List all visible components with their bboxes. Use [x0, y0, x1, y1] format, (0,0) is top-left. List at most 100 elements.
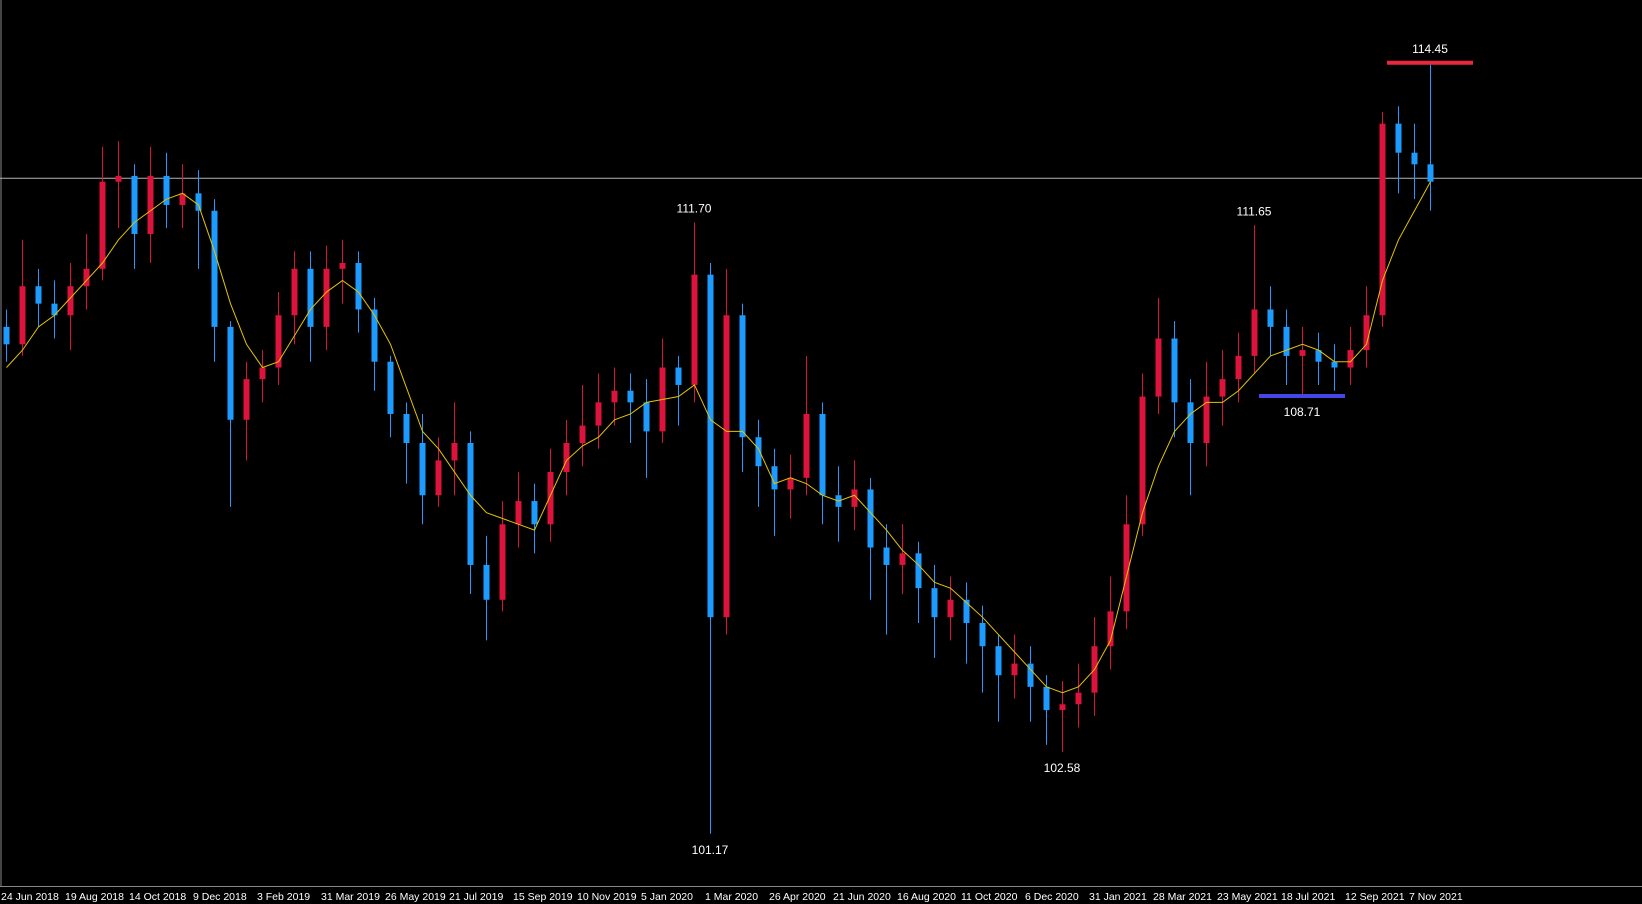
x-tick-label: 14 Oct 2018 — [129, 891, 186, 903]
moving-average — [6, 181, 1431, 694]
candle-body — [19, 286, 26, 345]
candle-body — [163, 175, 170, 205]
x-tick-label: 16 Aug 2020 — [897, 891, 956, 903]
candle-body — [1027, 663, 1034, 687]
candle-body — [435, 460, 442, 496]
x-tick-label: 31 Mar 2019 — [321, 891, 380, 903]
low-label: 108.71 — [1284, 405, 1321, 419]
x-tick-label: 11 Oct 2020 — [961, 891, 1018, 903]
candle-body — [1331, 361, 1338, 368]
candle-body — [531, 501, 538, 525]
candle-body — [467, 443, 474, 565]
x-tick-label: 6 Dec 2020 — [1025, 891, 1079, 903]
x-tick-label: 28 Mar 2021 — [1153, 891, 1212, 903]
candle-body — [867, 489, 874, 548]
candle-body — [771, 466, 778, 490]
x-tick-label: 10 Nov 2019 — [577, 891, 637, 903]
candle-body — [1123, 524, 1130, 612]
candle-body — [1139, 396, 1146, 525]
candle-body — [1283, 326, 1290, 356]
candle-body — [963, 599, 970, 623]
candle-body — [307, 268, 314, 327]
candle-body — [1043, 686, 1050, 711]
candle-body — [147, 175, 154, 234]
candle-body — [275, 315, 282, 368]
candle-body — [563, 443, 570, 473]
candle-body — [979, 622, 986, 647]
candle-body — [323, 268, 330, 327]
candle-body — [243, 379, 250, 420]
candle-body — [707, 274, 714, 618]
candle-body — [291, 268, 298, 316]
candle-body — [1075, 692, 1082, 705]
candle-body — [1171, 338, 1178, 403]
candle-body — [627, 390, 634, 403]
candle-body — [99, 181, 106, 269]
x-tick-label: 21 Jul 2019 — [449, 891, 503, 903]
candle-body — [643, 402, 650, 432]
candle-body — [1411, 152, 1418, 165]
candle-body — [483, 564, 490, 600]
candle-body — [851, 489, 858, 507]
candle-body — [1155, 338, 1162, 397]
candle-body — [499, 524, 506, 600]
candle-body — [595, 402, 602, 426]
high-label: 111.65 — [1237, 204, 1272, 218]
high-label: 114.45 — [1412, 42, 1448, 56]
candle-body — [355, 263, 362, 310]
candle-body — [915, 553, 922, 589]
x-tick-label: 26 May 2019 — [385, 891, 446, 903]
candle-body — [1427, 164, 1434, 182]
candle-body — [1251, 309, 1258, 356]
x-tick-label: 24 Jun 2018 — [1, 891, 59, 903]
x-tick-label: 23 May 2021 — [1217, 891, 1278, 903]
candle-body — [227, 326, 234, 420]
candle-body — [51, 303, 58, 316]
low-label: 101.17 — [692, 843, 729, 857]
candle-body — [1379, 123, 1386, 316]
candle-body — [1235, 355, 1242, 380]
candle-body — [1011, 663, 1018, 676]
candle-body — [995, 646, 1002, 676]
candle-body — [755, 437, 762, 467]
candle-body — [931, 588, 938, 618]
x-tick-label: 3 Feb 2019 — [257, 891, 310, 903]
x-tick-label: 5 Jan 2020 — [641, 891, 693, 903]
candle-body — [819, 413, 826, 496]
candle-body — [179, 193, 186, 205]
candle-body — [131, 175, 138, 234]
candle-body — [371, 309, 378, 362]
candle-body — [1107, 611, 1114, 647]
candle-body — [1299, 350, 1306, 356]
candle-body — [675, 367, 682, 385]
candle-body — [211, 210, 218, 327]
candle-body — [1315, 350, 1322, 362]
candle-body — [339, 263, 346, 269]
candle-body — [403, 413, 410, 443]
candle-body — [691, 274, 698, 385]
candle-body — [3, 326, 10, 345]
candle-body — [451, 443, 458, 461]
x-tick-label: 12 Sep 2021 — [1345, 891, 1405, 903]
candle-body — [803, 413, 810, 478]
candle-body — [35, 286, 42, 304]
candle-body — [579, 425, 586, 443]
candle-body — [547, 472, 554, 525]
candle-body — [259, 367, 266, 380]
candle-body — [723, 315, 730, 618]
x-tick-label: 7 Nov 2021 — [1409, 891, 1463, 903]
x-tick-label: 9 Dec 2018 — [193, 891, 247, 903]
candle-body — [1347, 350, 1354, 368]
x-tick-label: 15 Sep 2019 — [513, 891, 573, 903]
x-tick-label: 31 Jan 2021 — [1089, 891, 1147, 903]
x-tick-label: 21 Jun 2020 — [833, 891, 891, 903]
candle-body — [515, 501, 522, 525]
low-label: 102.58 — [1044, 761, 1081, 775]
candle-body — [83, 268, 90, 287]
candle-body — [1059, 704, 1066, 711]
candle-body — [1395, 123, 1402, 153]
candle-body — [419, 443, 426, 496]
candle-body — [1219, 379, 1226, 397]
